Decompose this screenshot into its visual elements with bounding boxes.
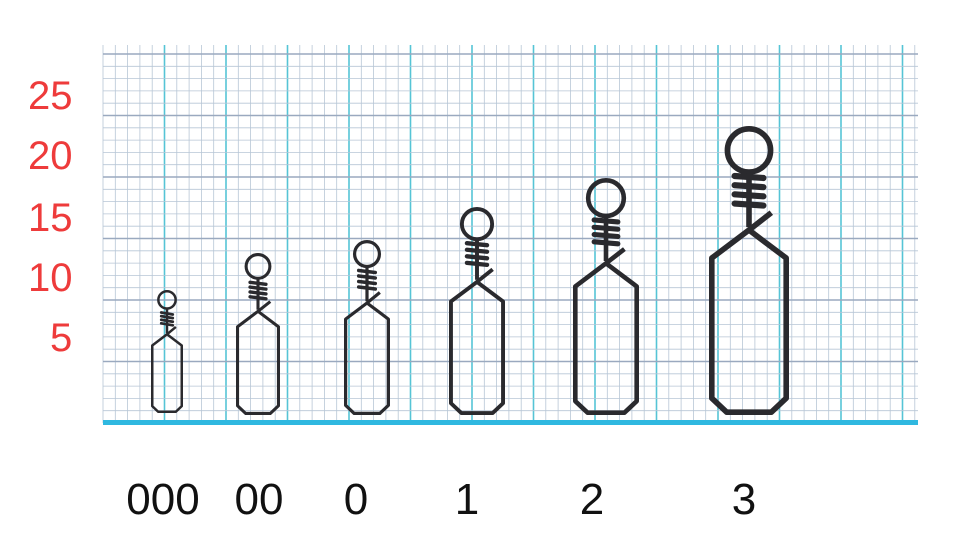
size-label-000: 000 (126, 475, 200, 524)
y-label-10: 10 (28, 256, 73, 300)
size-label-2: 2 (579, 475, 605, 524)
y-label-20: 20 (28, 134, 73, 178)
y-label-25: 25 (28, 74, 73, 118)
snap-0 (344, 240, 390, 415)
y-label-15: 15 (28, 196, 73, 240)
baseline (103, 420, 918, 425)
size-label-00: 00 (234, 475, 284, 524)
size-label-0: 0 (343, 475, 369, 524)
snap-1 (449, 207, 505, 415)
size-label-3: 3 (731, 475, 757, 524)
y-label-5: 5 (50, 316, 73, 360)
snap-00 (236, 253, 280, 415)
grid (102, 45, 918, 424)
snap-000 (151, 290, 183, 413)
snaps (151, 125, 789, 415)
snap-2 (573, 177, 639, 415)
size-label-1: 1 (454, 475, 480, 524)
snap-3 (709, 125, 789, 415)
